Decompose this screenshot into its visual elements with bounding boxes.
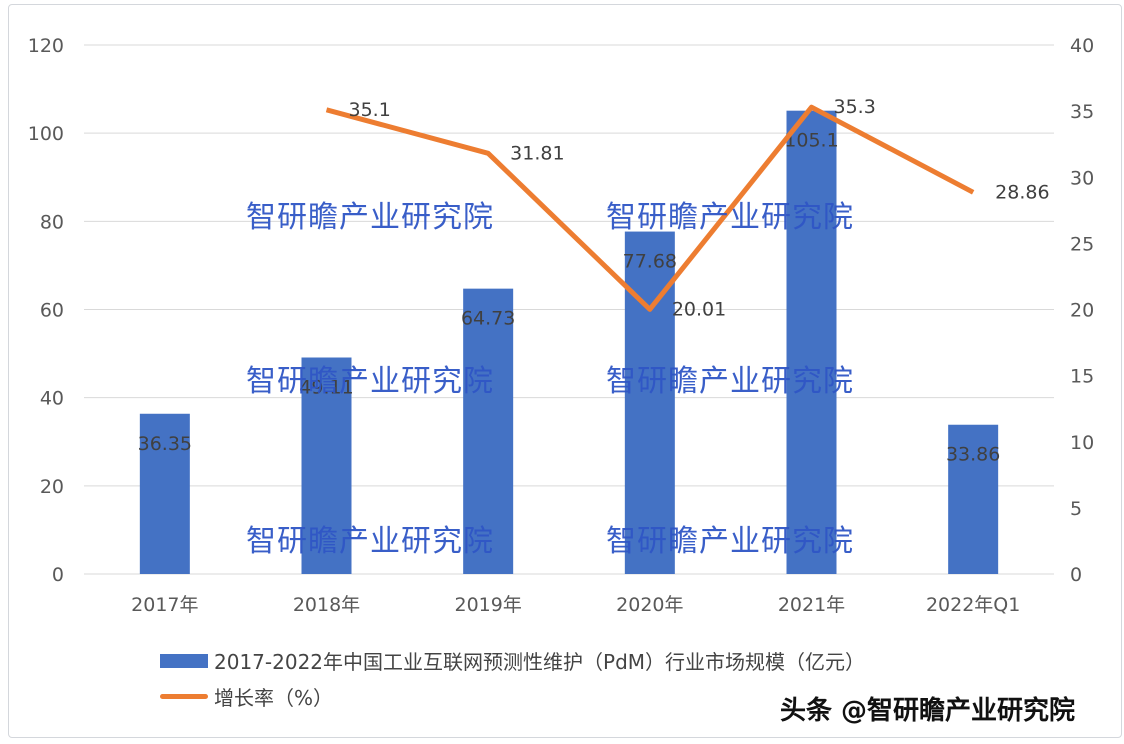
line-value-label: 28.86 [995, 181, 1049, 203]
bar [786, 110, 837, 574]
growth-line [325, 104, 975, 312]
right-axis-tick: 0 [1070, 564, 1082, 586]
bar [139, 413, 190, 574]
right-axis-tick: 20 [1070, 300, 1094, 322]
source-credit: 头条 @智研瞻产业研究院 [780, 696, 1076, 726]
bar-value-label: 77.68 [623, 251, 677, 273]
right-axis-tick: 25 [1070, 233, 1094, 255]
bar [301, 357, 352, 574]
chart-frame [8, 4, 1122, 738]
right-axis-tick: 35 [1070, 101, 1094, 123]
x-axis-tick: 2018年 [293, 594, 360, 616]
left-axis-tick: 80 [40, 211, 64, 233]
line-value-label: 35.1 [349, 99, 391, 121]
x-axis-tick: 2022年Q1 [926, 594, 1020, 616]
bar [948, 424, 999, 574]
x-axis-tick: 2019年 [454, 594, 521, 616]
line-value-label: 35.3 [834, 96, 876, 118]
left-axis-tick: 60 [40, 300, 64, 322]
bar-value-label: 64.73 [461, 308, 515, 330]
left-axis-tick: 100 [28, 123, 64, 145]
left-axis-tick: 20 [40, 476, 64, 498]
watermark: 智研瞻产业研究院 [246, 200, 494, 235]
bar-value-label: 36.35 [138, 433, 192, 455]
right-axis-tick: 30 [1070, 167, 1094, 189]
legend-item-line: 增长率（%） [160, 682, 333, 711]
x-axis-tick: 2017年 [131, 594, 198, 616]
bar-swatch-icon [160, 653, 208, 668]
watermark: 智研瞻产业研究院 [246, 364, 494, 399]
line-swatch-icon [160, 694, 208, 699]
line-value-label: 31.81 [510, 142, 564, 164]
legend-label: 2017-2022年中国工业互联网预测性维护（PdM）行业市场规模（亿元） [214, 650, 866, 674]
right-axis-tick: 10 [1070, 432, 1094, 454]
bar-value-label: 49.11 [299, 377, 353, 399]
watermark: 智研瞻产业研究院 [246, 524, 494, 559]
bar [463, 288, 514, 574]
right-axis-tick: 40 [1070, 35, 1094, 57]
right-axis-tick: 15 [1070, 366, 1094, 388]
left-axis-tick: 0 [52, 564, 64, 586]
watermark: 智研瞻产业研究院 [606, 200, 854, 235]
bar-value-label: 105.1 [784, 130, 838, 152]
left-axis-tick: 120 [28, 35, 64, 57]
x-axis-tick: 2020年 [616, 594, 683, 616]
left-axis-tick: 40 [40, 388, 64, 410]
watermark: 智研瞻产业研究院 [606, 524, 854, 559]
right-axis-tick: 5 [1070, 498, 1082, 520]
legend-item-bar: 2017-2022年中国工业互联网预测性维护（PdM）行业市场规模（亿元） [160, 646, 865, 675]
bar-value-label: 33.86 [946, 444, 1000, 466]
x-axis-tick: 2021年 [778, 594, 845, 616]
watermark: 智研瞻产业研究院 [606, 364, 854, 399]
legend-label: 增长率（%） [214, 686, 334, 710]
line-value-label: 20.01 [672, 298, 726, 320]
